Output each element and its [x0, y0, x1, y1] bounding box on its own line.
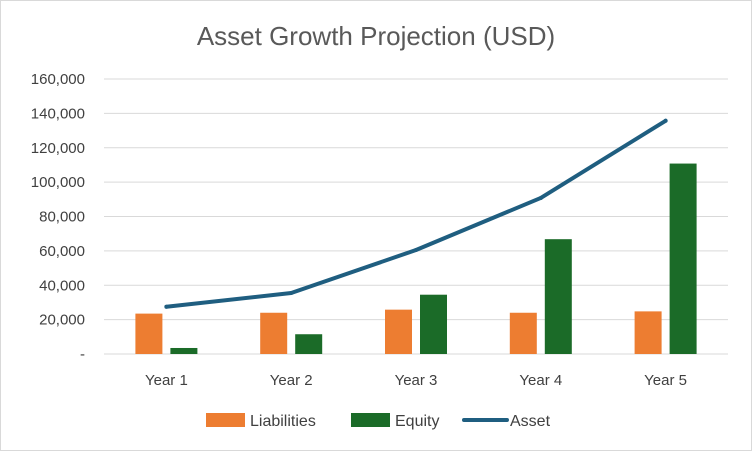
x-tick-label: Year 1	[145, 372, 188, 389]
point-asset-4	[538, 195, 543, 200]
bar-equity-5	[669, 163, 697, 354]
x-tick-label: Year 3	[395, 372, 438, 389]
bar-liabilities-5	[634, 311, 662, 354]
bar-liabilities-3	[385, 309, 412, 354]
point-asset-3	[414, 248, 418, 253]
point-asset-2	[289, 290, 294, 295]
legend-label-asset: Asset	[510, 413, 551, 430]
legend: Liabilities Equity Asset	[206, 413, 551, 430]
bar-equity-3	[420, 294, 447, 354]
bar-equity-4	[544, 239, 572, 354]
x-axis: Year 1 Year 2 Year 3 Year 4 Year 5	[145, 372, 687, 389]
y-tick-label: 20,000	[39, 312, 85, 329]
line-asset	[164, 118, 668, 309]
point-asset-1	[164, 304, 169, 309]
y-tick-label: -	[80, 346, 85, 363]
y-tick-label: 120,000	[31, 140, 85, 157]
y-axis: - 20,000 40,000 60,000 80,000 100,000 120,000 1…	[31, 71, 85, 363]
asset-line-layer	[164, 118, 668, 309]
x-tick-label: Year 5	[644, 372, 687, 389]
y-tick-label: 100,000	[31, 174, 85, 191]
bar-liabilities-4	[509, 312, 537, 354]
chart-title: Asset Growth Projection (USD)	[197, 21, 555, 51]
gridlines	[104, 78, 728, 355]
y-tick-label: 80,000	[39, 209, 85, 226]
bar-equity-1	[170, 347, 198, 354]
y-tick-label: 160,000	[31, 71, 85, 88]
legend-label-equity: Equity	[395, 413, 439, 430]
bar-liabilities-1	[135, 313, 163, 354]
bars	[135, 163, 697, 354]
x-tick-label: Year 4	[519, 372, 562, 389]
x-tick-label: Year 2	[270, 372, 313, 389]
y-tick-label: 60,000	[39, 243, 85, 260]
bar-liabilities-2	[260, 312, 288, 354]
y-tick-label: 40,000	[39, 277, 85, 294]
point-asset-5	[663, 118, 668, 123]
y-tick-label: 140,000	[31, 105, 85, 122]
legend-label-liabilities: Liabilities	[250, 413, 316, 430]
legend-marker-equity	[351, 413, 390, 427]
bar-equity-2	[295, 334, 323, 354]
legend-marker-liabilities	[206, 413, 245, 427]
